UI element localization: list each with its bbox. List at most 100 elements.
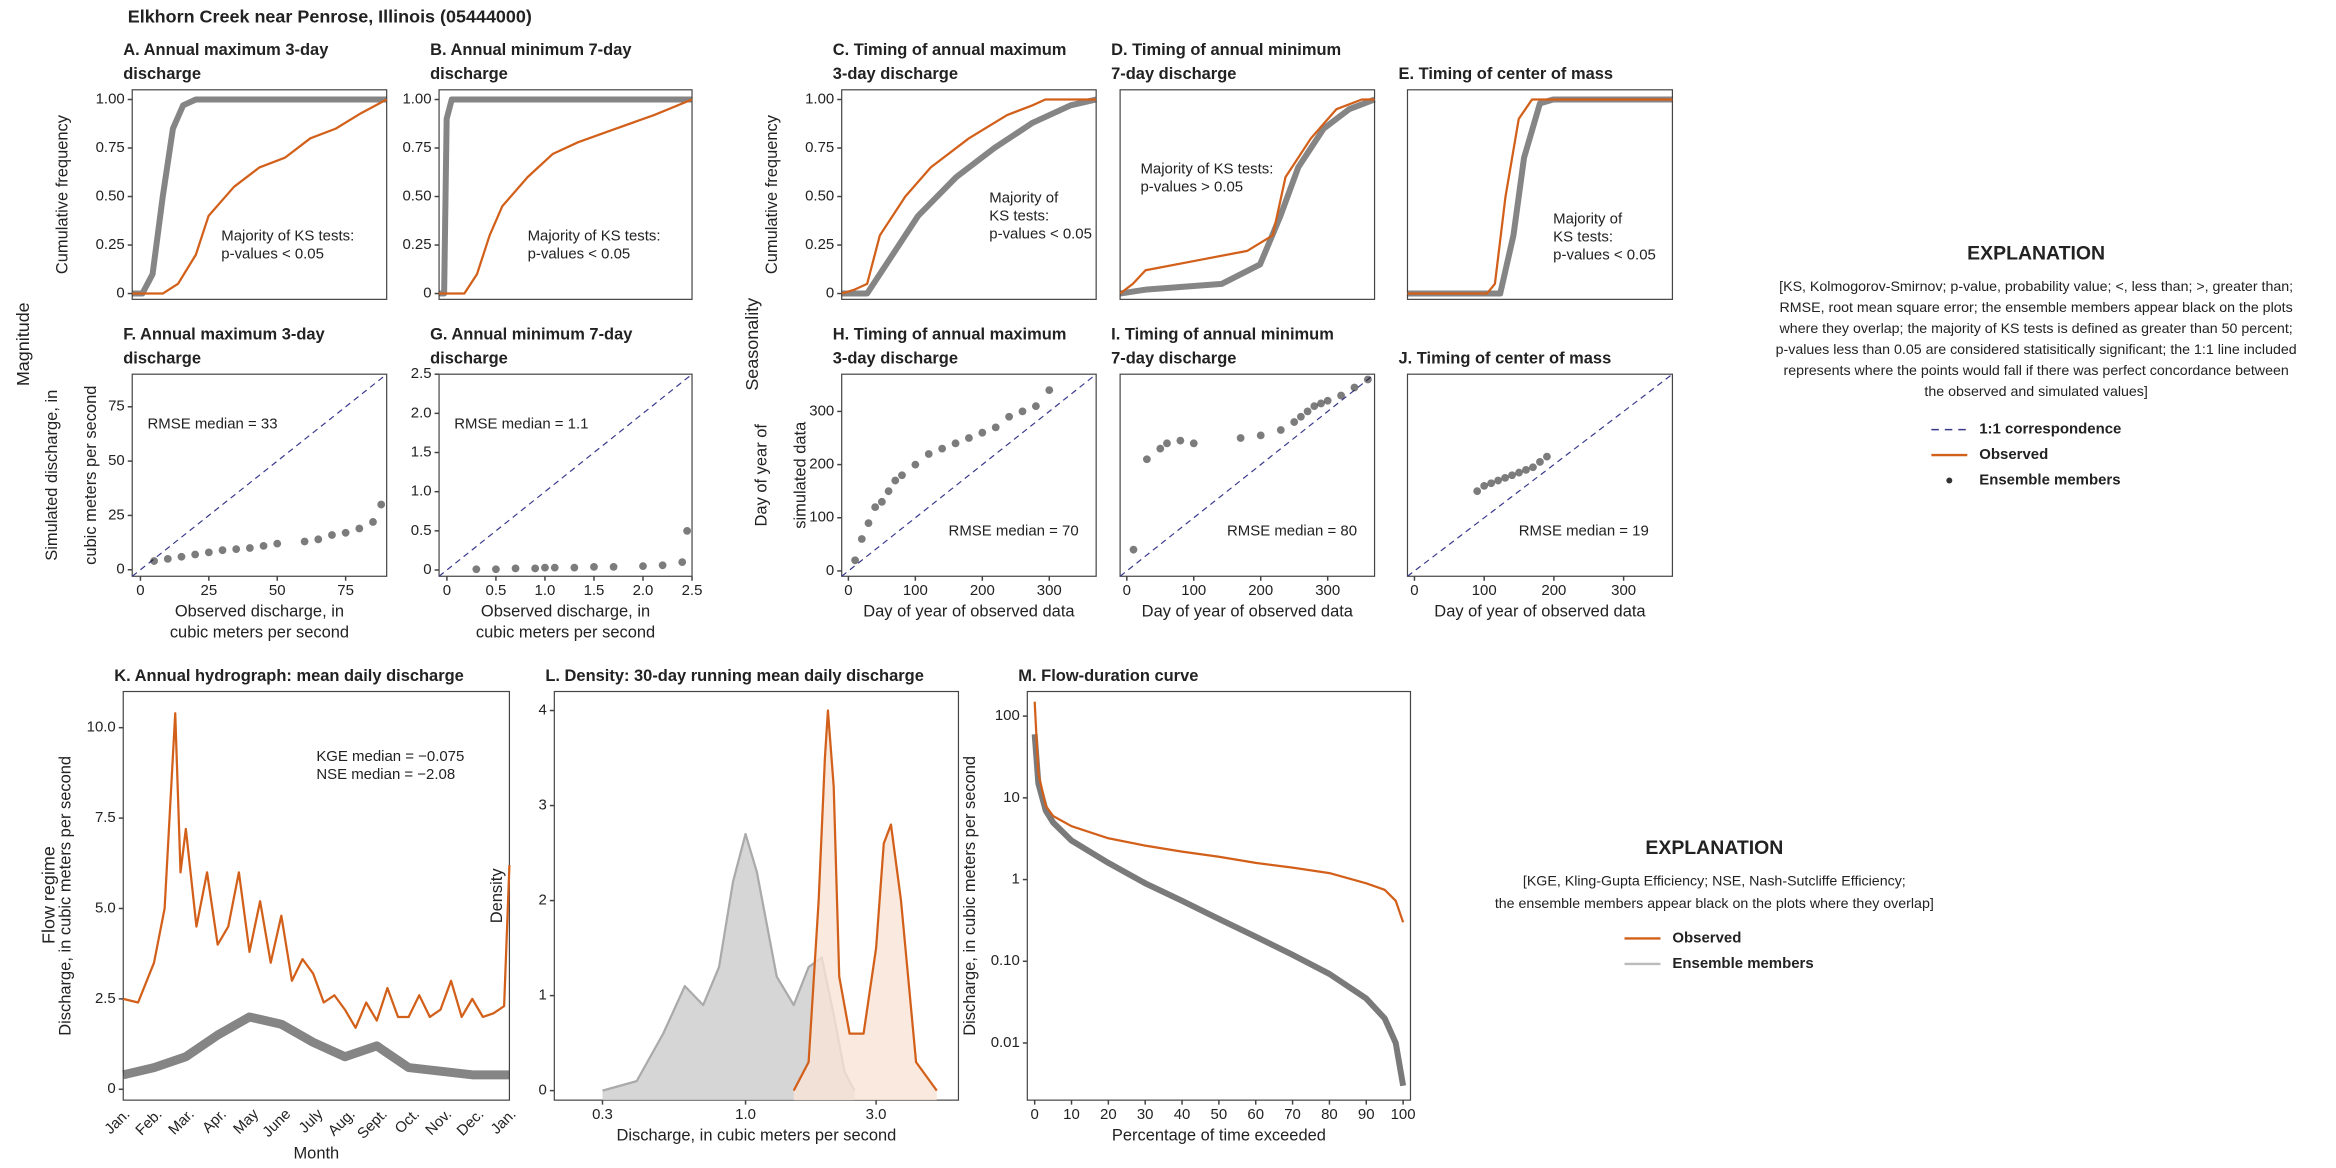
point xyxy=(1189,439,1198,448)
point xyxy=(314,535,323,544)
identity-line xyxy=(1119,373,1375,577)
point xyxy=(871,503,880,512)
annotation: RMSE median = 70 xyxy=(949,523,1079,540)
panel-title: I. Timing of annual minimum xyxy=(1111,326,1334,344)
annotation: Majority of xyxy=(989,190,1059,207)
plot-frame xyxy=(1119,89,1376,300)
legend-title: EXPLANATION xyxy=(1645,837,1783,859)
x-tick-label: Feb. xyxy=(132,1106,165,1139)
point xyxy=(1363,375,1372,384)
x-tick-label: 10 xyxy=(1063,1106,1080,1123)
legend-text: represents where the points would fall i… xyxy=(1783,363,2288,379)
side-label: Seasonality xyxy=(742,298,762,391)
annotation: Majority of KS tests: xyxy=(528,227,661,244)
legend-label: Ensemble members xyxy=(1979,471,2120,488)
line xyxy=(1119,98,1375,295)
panel-title: D. Timing of annual minimum xyxy=(1111,41,1341,59)
x-tick-label: 300 xyxy=(1315,582,1340,599)
line xyxy=(122,1012,510,1080)
x-tick-label: 300 xyxy=(1037,582,1062,599)
y-axis-label: Cumulative frequency xyxy=(763,114,781,274)
point xyxy=(531,564,540,573)
point xyxy=(1543,452,1551,461)
panel-title: E. Timing of center of mass xyxy=(1399,65,1614,83)
panel-title: H. Timing of annual maximum xyxy=(833,326,1067,344)
point xyxy=(1256,431,1265,440)
point xyxy=(1156,444,1165,453)
x-tick-label: Nov. xyxy=(422,1106,455,1139)
y-tick-label: 0.01 xyxy=(991,1034,1020,1051)
line xyxy=(1119,96,1376,297)
point xyxy=(177,552,186,561)
legend-label: Ensemble members xyxy=(1672,955,1813,972)
line xyxy=(1033,701,1405,923)
point xyxy=(163,554,172,563)
line xyxy=(439,98,693,295)
point xyxy=(1297,412,1305,421)
y-tick-label: 2.5 xyxy=(95,990,116,1007)
identity-line xyxy=(1407,373,1673,577)
plot-frame xyxy=(122,690,511,1101)
point xyxy=(341,528,350,537)
x-tick-label: 200 xyxy=(1248,582,1273,599)
annotation: NSE median = −2.08 xyxy=(316,766,455,783)
x-tick-label: 60 xyxy=(1247,1106,1264,1123)
x-tick-label: 30 xyxy=(1137,1106,1154,1123)
point xyxy=(1290,418,1299,426)
point xyxy=(1487,479,1496,488)
annotation: KGE median = −0.075 xyxy=(316,748,464,765)
y-tick-label: 100 xyxy=(995,707,1020,724)
x-tick-label: June xyxy=(259,1106,294,1141)
identity-line xyxy=(438,373,693,577)
x-tick-label: 50 xyxy=(269,582,286,599)
point xyxy=(550,563,559,572)
x-tick-label: 0 xyxy=(443,582,451,599)
annotation: RMSE median = 80 xyxy=(1227,523,1357,540)
y-tick-label: 5.0 xyxy=(95,899,116,916)
y-tick-label: 0 xyxy=(107,1080,115,1097)
plot-frame xyxy=(841,373,1097,577)
y-axis-label: Discharge, in cubic meters per second xyxy=(961,756,979,1036)
plot-frame xyxy=(841,89,1097,300)
point xyxy=(218,546,227,555)
point xyxy=(891,476,900,485)
y-tick-label: 4 xyxy=(539,701,547,718)
point xyxy=(678,558,687,567)
line xyxy=(1031,734,1407,1087)
y-tick-label: 0.50 xyxy=(96,187,125,204)
x-tick-label: 2.0 xyxy=(633,582,654,599)
point xyxy=(857,535,866,543)
point xyxy=(204,548,213,557)
panel-title: discharge xyxy=(123,65,201,83)
line xyxy=(792,709,938,1092)
area xyxy=(602,834,855,1101)
y-axis-label: Discharge, in cubic meters per second xyxy=(57,756,75,1036)
x-tick-label: Sept. xyxy=(354,1106,391,1143)
y-tick-label: 2.5 xyxy=(411,365,432,382)
point xyxy=(658,561,667,570)
point xyxy=(1501,473,1509,482)
x-tick-label: Mar. xyxy=(165,1106,198,1139)
panel-title: F. Annual maximum 3-day xyxy=(123,326,325,344)
point xyxy=(492,565,500,574)
plot-frame xyxy=(438,89,693,300)
point xyxy=(1303,407,1312,416)
legend-text: where they overlap; the majority of KS t… xyxy=(1779,321,2293,337)
panel-title: discharge xyxy=(430,65,508,83)
y-tick-label: 1.0 xyxy=(411,483,432,500)
point xyxy=(472,565,481,574)
line xyxy=(122,712,511,1029)
figure-title: Elkhorn Creek near Penrose, Illinois (05… xyxy=(128,7,532,27)
x-tick-label: 100 xyxy=(1472,582,1497,599)
x-tick-label: 3.0 xyxy=(866,1106,887,1123)
x-axis-label: Day of year of observed data xyxy=(1434,603,1646,621)
x-tick-label: 1.0 xyxy=(535,582,556,599)
x-tick-label: Dec. xyxy=(454,1106,488,1140)
x-tick-label: 75 xyxy=(337,582,354,599)
x-tick-label: 0 xyxy=(1031,1106,1039,1123)
panel-title: L. Density: 30-day running mean daily di… xyxy=(545,667,924,685)
point xyxy=(851,556,859,565)
point xyxy=(328,531,336,539)
x-tick-label: Apr. xyxy=(199,1106,230,1137)
x-axis-label: Observed discharge, in xyxy=(175,603,344,621)
